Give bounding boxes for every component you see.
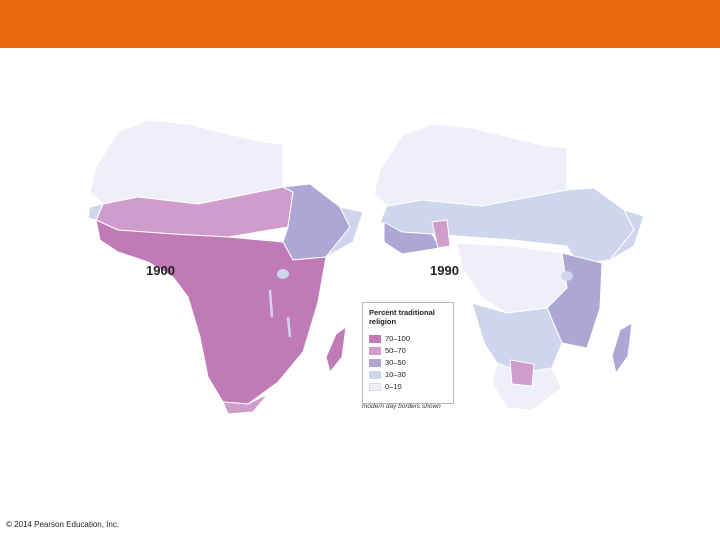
legend-item: 10–30	[369, 370, 449, 379]
map-label-1990: 1990	[430, 263, 459, 278]
region-north-africa-1900	[89, 119, 284, 205]
legend-title: Percent traditional religion	[369, 308, 435, 326]
legend-label: 30–50	[385, 358, 406, 367]
region-botswana-1990	[509, 359, 535, 387]
legend-swatch	[369, 383, 381, 391]
lake-malawi-1900	[286, 316, 292, 338]
map-caption: modern day borders shown	[362, 403, 441, 410]
region-horn-tip-1900	[325, 206, 364, 258]
header-bar	[0, 0, 720, 48]
lake-tanganyika-1900	[268, 289, 274, 318]
legend-label: 10–30	[385, 370, 406, 379]
legend-item: 30–50	[369, 358, 449, 367]
region-central-south-1900	[95, 219, 327, 405]
madagascar-1990	[611, 322, 633, 375]
legend-swatch	[369, 371, 381, 379]
lake-victoria-1990	[561, 271, 573, 281]
copyright-text: © 2014 Pearson Education, Inc.	[6, 520, 120, 529]
legend-label: 70–100	[385, 334, 411, 343]
map-legend: Percent traditional religion 70–100 50–7…	[362, 302, 454, 404]
legend-swatch	[369, 335, 381, 343]
legend-swatch	[369, 359, 381, 367]
legend-label: 0–10	[385, 382, 402, 391]
region-north-africa-1990	[373, 123, 568, 207]
legend-label: 50–70	[385, 346, 406, 355]
region-nigeria-1990	[431, 219, 451, 249]
legend-item: 70–100	[369, 334, 449, 343]
legend-swatch	[369, 347, 381, 355]
map-1990	[373, 123, 645, 411]
legend-item: 0–10	[369, 382, 449, 391]
legend-item: 50–70	[369, 346, 449, 355]
map-label-1900: 1900	[146, 263, 175, 278]
region-central-1990	[456, 242, 568, 314]
lake-victoria-1900	[277, 269, 289, 279]
map-1900	[87, 119, 364, 415]
region-horn-tip-1990	[609, 209, 645, 261]
madagascar-1900	[325, 325, 347, 374]
region-east-1990	[546, 252, 603, 349]
region-south-tip-1900	[222, 393, 269, 415]
